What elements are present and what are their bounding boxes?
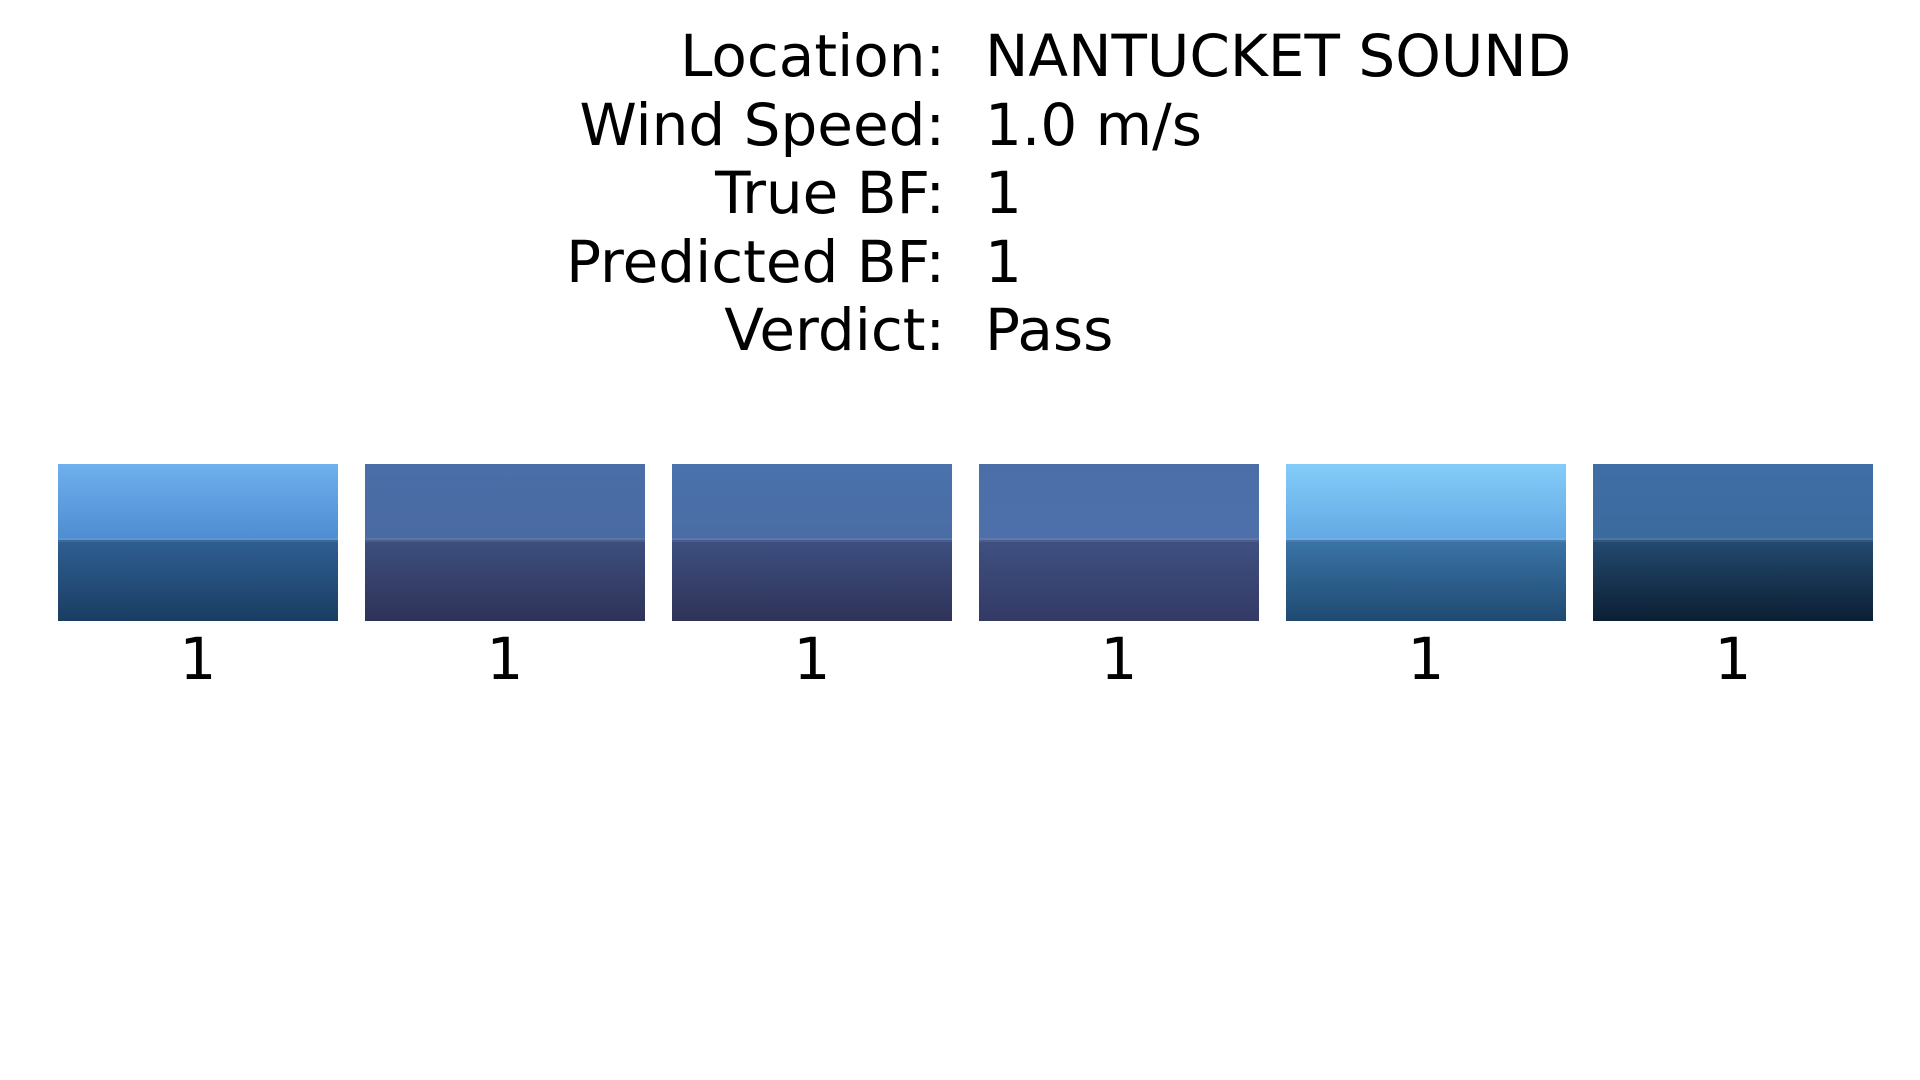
thumbnail-3: 1 [672, 464, 952, 694]
sky-area [1286, 464, 1566, 542]
location-label: Location: [680, 22, 945, 90]
info-table: Location: NANTUCKET SOUND Wind Speed: 1.… [0, 22, 1920, 365]
info-row-true-bf: True BF: 1 [0, 159, 1920, 228]
sky-area [365, 464, 645, 542]
info-row-wind-speed: Wind Speed: 1.0 m/s [0, 91, 1920, 160]
thumbnail-1: 1 [58, 464, 338, 694]
sky-area [979, 464, 1259, 542]
sea-image-6 [1593, 464, 1873, 621]
horizon-line [979, 538, 1259, 542]
thumbnail-6: 1 [1593, 464, 1873, 694]
true-bf-label: True BF: [715, 159, 945, 227]
thumbnail-label-3: 1 [793, 625, 831, 693]
sea-image-4 [979, 464, 1259, 621]
sea-area [58, 540, 338, 621]
thumbnail-strip: 1 1 1 1 1 1 [58, 464, 1874, 694]
sea-image-3 [672, 464, 952, 621]
sea-area [365, 540, 645, 621]
sea-image-2 [365, 464, 645, 621]
thumbnail-4: 1 [979, 464, 1259, 694]
thumbnail-5: 1 [1286, 464, 1566, 694]
verdict-value: Pass [985, 296, 1114, 364]
true-bf-value: 1 [985, 159, 1022, 227]
info-row-predicted-bf: Predicted BF: 1 [0, 228, 1920, 297]
sky-area [672, 464, 952, 542]
verdict-label: Verdict: [724, 296, 945, 364]
horizon-line [1593, 538, 1873, 542]
info-row-location: Location: NANTUCKET SOUND [0, 22, 1920, 91]
wind-speed-label: Wind Speed: [579, 90, 945, 159]
sea-image-1 [58, 464, 338, 621]
predicted-bf-value: 1 [985, 227, 1022, 296]
thumbnail-label-6: 1 [1714, 625, 1752, 693]
info-row-verdict: Verdict: Pass [0, 296, 1920, 365]
sea-area [1286, 540, 1566, 621]
thumbnail-2: 1 [365, 464, 645, 694]
sea-area [1593, 540, 1873, 621]
horizon-line [1286, 538, 1566, 542]
predicted-bf-label: Predicted BF: [566, 227, 945, 296]
location-value: NANTUCKET SOUND [985, 22, 1572, 90]
sea-area [672, 540, 952, 621]
thumbnail-label-4: 1 [1100, 625, 1138, 693]
sky-area [58, 464, 338, 542]
thumbnail-label-5: 1 [1407, 625, 1445, 693]
thumbnail-label-2: 1 [486, 625, 524, 693]
horizon-line [672, 538, 952, 542]
horizon-line [58, 538, 338, 542]
sky-area [1593, 464, 1873, 542]
horizon-line [365, 538, 645, 542]
thumbnail-label-1: 1 [179, 625, 217, 693]
sea-image-5 [1286, 464, 1566, 621]
sea-area [979, 540, 1259, 621]
wind-speed-value: 1.0 m/s [985, 90, 1202, 159]
